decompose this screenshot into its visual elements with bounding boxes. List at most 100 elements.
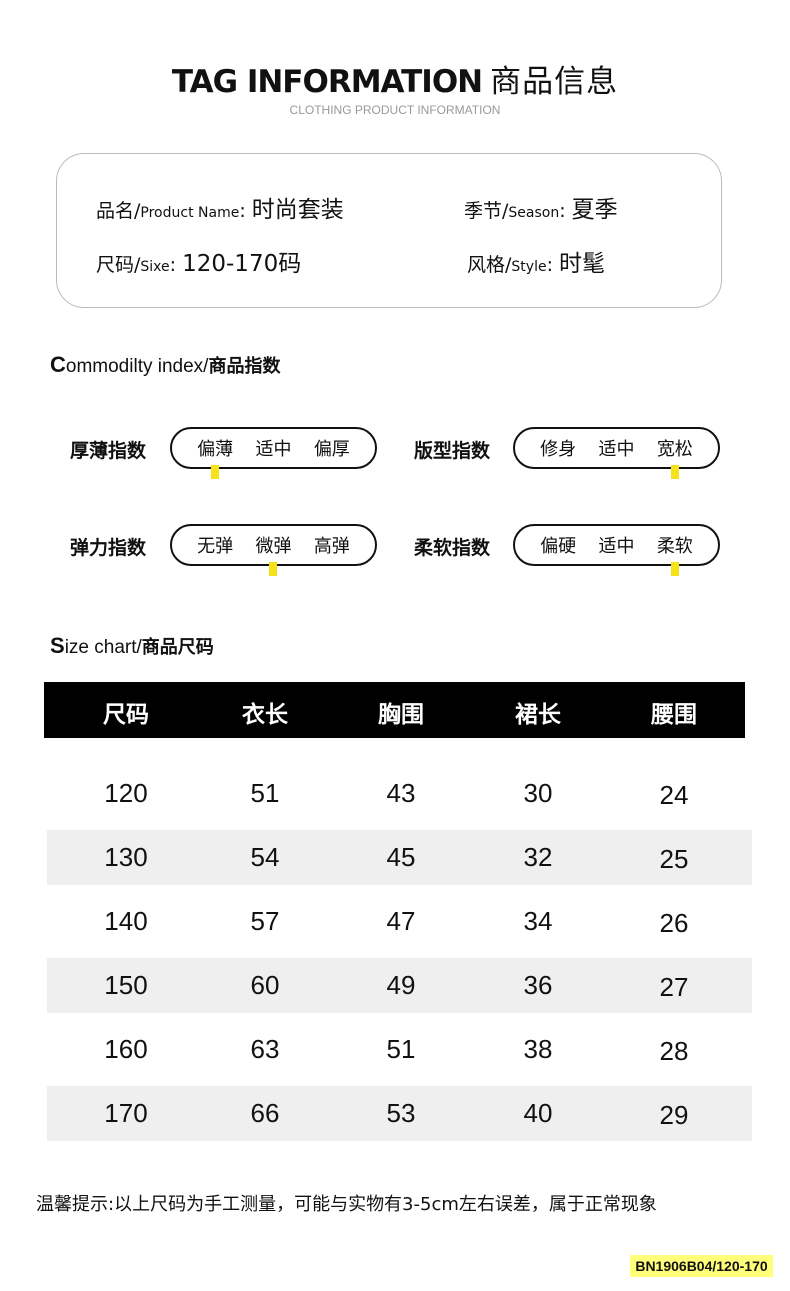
- selected-marker: [211, 465, 220, 479]
- table-cell: 47: [386, 906, 416, 936]
- option-label: 无弹: [197, 536, 234, 557]
- table-cell: 30: [523, 778, 553, 808]
- index-option: 无弹: [197, 532, 233, 558]
- index-scale: 修身 适中 宽松: [513, 427, 720, 479]
- heading-cn: 商品尺码: [141, 637, 214, 658]
- info-item: 风格/Style: 时髦: [467, 251, 606, 277]
- info-item: 品名/Product Name: 时尚套装: [96, 197, 344, 223]
- info-label-en: Sixe: [140, 259, 170, 275]
- table-cell: 36: [523, 970, 553, 1000]
- column-header: 裙长: [515, 702, 561, 728]
- column-header: 腰围: [651, 702, 697, 728]
- index-scale: 偏硬 适中 柔软: [513, 524, 720, 576]
- heading-initial: S: [50, 633, 65, 658]
- option-label: 偏硬: [540, 536, 577, 557]
- index-option: 偏厚: [314, 435, 350, 461]
- table-row: 130 54 45 32 25: [47, 830, 752, 885]
- table-cell: 140: [104, 906, 148, 936]
- option-label: 偏厚: [313, 439, 350, 460]
- index-option: 宽松: [656, 435, 693, 479]
- selected-marker: [269, 562, 278, 576]
- option-label: 适中: [598, 536, 635, 557]
- subtitle: CLOTHING PRODUCT INFORMATION: [289, 103, 501, 117]
- selected-marker: [670, 465, 679, 479]
- info-label-en: Product Name: [140, 205, 240, 221]
- index-scale: 无弹 微弹 高弹: [170, 524, 377, 576]
- index-label: 弹力指数: [70, 537, 147, 559]
- heading-cn: 商品指数: [208, 356, 281, 377]
- index-option: 偏硬: [540, 532, 576, 558]
- info-box: [56, 153, 722, 308]
- table-header: 尺码 衣长 胸围 裙长 腰围: [44, 682, 745, 738]
- index-option: 高弹: [314, 532, 350, 558]
- index-label: 厚薄指数: [70, 440, 147, 462]
- table-cell: 160: [104, 1034, 148, 1064]
- measurement-note: 温馨提示:以上尺码为手工测量，可能与实物有3-5cm左右误差，属于正常现象: [36, 1194, 657, 1215]
- table-cell: 43: [386, 778, 416, 808]
- table-cell: 25: [659, 844, 689, 874]
- info-item: 季节/Season: 夏季: [464, 197, 618, 223]
- table-cell: 60: [250, 970, 280, 1000]
- info-value: 时尚套装: [251, 197, 344, 223]
- info-label-cn: 品名/: [96, 200, 141, 222]
- table-cell: 24: [659, 780, 689, 810]
- table-cell: 32: [523, 842, 553, 872]
- table-cell: 51: [386, 1034, 416, 1064]
- table-cell: 51: [250, 778, 280, 808]
- table-cell: 54: [250, 842, 280, 872]
- selected-marker: [670, 562, 679, 576]
- table-cell: 66: [250, 1098, 280, 1128]
- index-scale: 偏薄 适中 偏厚: [170, 427, 377, 479]
- table-cell: 45: [386, 842, 416, 872]
- index-option: 适中: [255, 435, 291, 461]
- table-row: 170 66 53 40 29: [47, 1086, 752, 1141]
- option-label: 柔软: [656, 536, 693, 557]
- table-cell: 53: [386, 1098, 416, 1128]
- table-cell: 49: [386, 970, 416, 1000]
- title-cn: 商品信息: [490, 64, 619, 100]
- product-code-badge: BN1906B04/120-170: [630, 1255, 773, 1277]
- table-row: 150 60 49 36 27: [47, 958, 752, 1013]
- column-header: 胸围: [378, 702, 424, 728]
- table-cell: 27: [659, 972, 689, 1002]
- index-option: 微弹: [255, 532, 291, 576]
- option-label: 修身: [540, 439, 577, 460]
- table-cell: 150: [104, 970, 148, 1000]
- table-cell: 28: [659, 1036, 689, 1066]
- info-value: 夏季: [571, 197, 618, 223]
- table-cell: 40: [523, 1098, 553, 1128]
- option-label: 偏薄: [197, 439, 234, 460]
- info-label-cn: 季节/: [464, 200, 509, 222]
- option-label: 高弹: [313, 536, 350, 557]
- table-cell: 120: [104, 778, 148, 808]
- heading-en: ommodilty index/: [65, 356, 209, 377]
- table-cell: 29: [659, 1100, 689, 1130]
- heading-initial: C: [50, 352, 66, 377]
- column-header: 尺码: [103, 702, 149, 728]
- table-cell: 130: [104, 842, 148, 872]
- table-cell: 34: [523, 906, 553, 936]
- size-chart-heading: Size chart/商品尺码: [50, 633, 214, 659]
- index-label: 版型指数: [414, 440, 491, 462]
- info-label-cn: 尺码/: [96, 254, 141, 276]
- index-option: 适中: [598, 435, 634, 461]
- info-value: 120-170码: [182, 251, 302, 277]
- commodity-index-heading: Commodilty index/商品指数: [50, 352, 280, 378]
- option-label: 宽松: [656, 439, 693, 460]
- info-label-cn: 风格/: [467, 254, 512, 276]
- option-label: 适中: [255, 439, 292, 460]
- table-row: 120 51 43 30 24: [47, 766, 752, 821]
- index-option: 修身: [540, 435, 576, 461]
- table-cell: 57: [250, 906, 280, 936]
- table-row: 140 57 47 34 26: [47, 894, 752, 949]
- index-option: 偏薄: [197, 435, 234, 479]
- heading-en: ize chart/: [64, 637, 142, 658]
- table-row: 160 63 51 38 28: [47, 1022, 752, 1077]
- page-title: TAG INFORMATION 商品信息: [0, 56, 790, 101]
- table-cell: 63: [250, 1034, 280, 1064]
- info-label-en: Season: [508, 205, 560, 221]
- info-label-en: Style: [511, 259, 547, 275]
- column-header: 衣长: [242, 702, 288, 728]
- table-cell: 170: [104, 1098, 148, 1128]
- info-item: 尺码/Sixe: 120-170码: [96, 251, 302, 277]
